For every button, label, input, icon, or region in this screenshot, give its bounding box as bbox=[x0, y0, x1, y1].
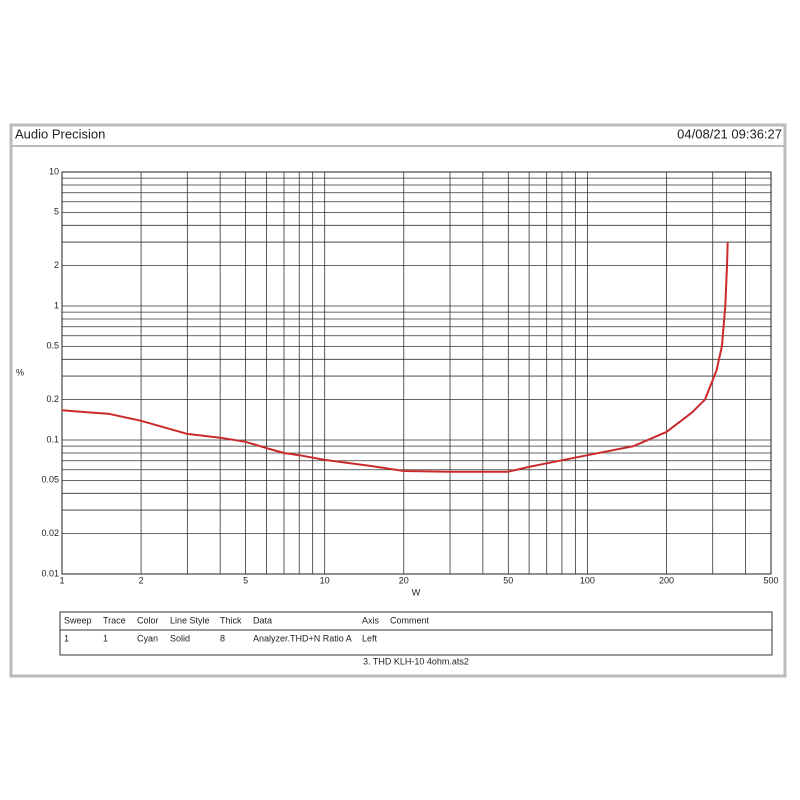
x-tick-label: 100 bbox=[580, 575, 595, 585]
table-cell: Cyan bbox=[137, 633, 158, 643]
table-cell: Left bbox=[362, 633, 378, 643]
y-tick-label: 0.2 bbox=[46, 394, 59, 404]
table-header: Comment bbox=[390, 615, 430, 625]
table-header: Trace bbox=[103, 615, 126, 625]
x-tick-label: 5 bbox=[243, 575, 248, 585]
x-tick-label: 20 bbox=[399, 575, 409, 585]
frame bbox=[9, 123, 787, 678]
x-tick-label: 1 bbox=[59, 575, 64, 585]
table-cell: 8 bbox=[220, 633, 225, 643]
table-header: Line Style bbox=[170, 615, 210, 625]
x-tick-label: 10 bbox=[320, 575, 330, 585]
table-header: Data bbox=[253, 615, 272, 625]
y-tick-label: 0.02 bbox=[41, 528, 59, 538]
table-header: Color bbox=[137, 615, 159, 625]
x-tick-label: 500 bbox=[763, 575, 778, 585]
data-line bbox=[61, 242, 729, 473]
x-tick-label: 50 bbox=[503, 575, 513, 585]
table-header: Axis bbox=[362, 615, 380, 625]
y-tick-label: 0.01 bbox=[41, 568, 59, 578]
y-axis-label: % bbox=[16, 367, 24, 377]
legend-table bbox=[59, 611, 773, 656]
table-header: Thick bbox=[220, 615, 242, 625]
x-tick-label: 2 bbox=[139, 575, 144, 585]
y-tick-label: 0.05 bbox=[41, 475, 59, 485]
table-cell: 1 bbox=[64, 633, 69, 643]
header-date: 04/08/21 09:36:27 bbox=[677, 126, 782, 141]
table-cell: Solid bbox=[170, 633, 190, 643]
x-axis-label: W bbox=[412, 587, 421, 597]
y-tick-label: 5 bbox=[54, 207, 59, 217]
plot-border bbox=[61, 171, 772, 575]
y-tick-label: 0.1 bbox=[46, 434, 59, 444]
table-cell: 1 bbox=[103, 633, 108, 643]
file-name: 3. THD KLH-10 4ohm.ats2 bbox=[363, 656, 469, 666]
x-tick-label: 200 bbox=[659, 575, 674, 585]
y-tick-label: 10 bbox=[49, 166, 59, 176]
y-tick-label: 1 bbox=[54, 300, 59, 310]
y-tick-label: 0.5 bbox=[46, 341, 59, 351]
table-cell: Analyzer.THD+N Ratio A bbox=[253, 633, 352, 643]
header-title: Audio Precision bbox=[15, 126, 105, 141]
y-tick-label: 2 bbox=[54, 260, 59, 270]
table-header: Sweep bbox=[64, 615, 92, 625]
